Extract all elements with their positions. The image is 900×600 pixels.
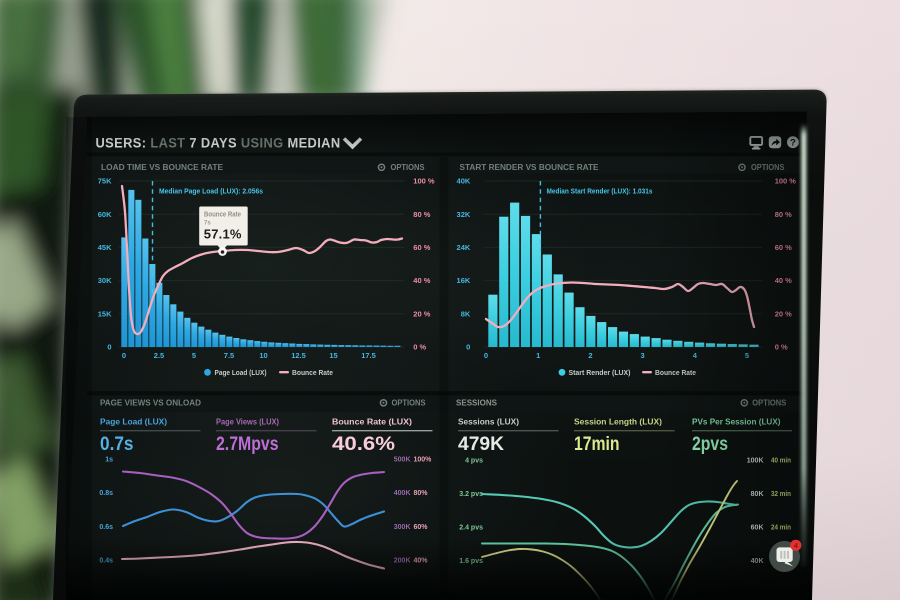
svg-text:Page Load (LUX): Page Load (LUX) [215,368,267,377]
svg-text:Bounce Rate: Bounce Rate [204,212,241,219]
svg-text:2.4 pvs: 2.4 pvs [459,524,483,531]
svg-text:32K: 32K [457,210,471,219]
svg-text:2: 2 [588,351,592,360]
svg-text:4 pvs: 4 pvs [465,458,483,465]
svg-text:0: 0 [122,351,126,360]
svg-text:SESSIONS: SESSIONS [456,399,498,408]
svg-text:LOAD TIME VS BOUNCE RATE: LOAD TIME VS BOUNCE RATE [101,163,224,172]
svg-text:24K: 24K [457,243,471,252]
svg-text:15K: 15K [98,309,112,318]
svg-text:0 %: 0 % [413,343,426,352]
svg-text:17min: 17min [574,434,620,455]
svg-text:4: 4 [794,541,799,550]
svg-text:45K: 45K [98,243,112,252]
svg-text:15: 15 [329,351,337,360]
svg-text:60K: 60K [98,210,112,219]
svg-text:0: 0 [107,343,111,352]
svg-text:60 %: 60 % [413,243,430,252]
svg-text:Start Render (LUX): Start Render (LUX) [569,368,631,377]
svg-text:Page Load (LUX): Page Load (LUX) [100,416,167,426]
svg-text:2.7Mpvs: 2.7Mpvs [216,434,279,455]
svg-text:40K: 40K [457,177,471,186]
svg-text:5: 5 [192,351,196,360]
svg-text:300K: 300K [394,524,411,531]
svg-text:20 %: 20 % [413,309,430,318]
svg-text:0.8s: 0.8s [99,490,113,497]
svg-text:30K: 30K [98,276,112,285]
svg-text:7.5: 7.5 [224,351,234,360]
svg-text:OPTIONS: OPTIONS [391,163,426,172]
svg-text:75K: 75K [98,177,112,186]
svg-text:0: 0 [466,343,470,352]
svg-text:80 %: 80 % [413,210,430,219]
svg-text:1: 1 [536,351,540,360]
svg-text:10: 10 [259,351,267,360]
svg-text:8K: 8K [461,309,471,318]
svg-text:40 %: 40 % [413,276,430,285]
svg-text:500K: 500K [394,457,411,464]
svg-text:57.1%: 57.1% [204,227,242,242]
svg-text:Bounce Rate: Bounce Rate [292,368,333,377]
svg-text:START RENDER VS BOUNCE RATE: START RENDER VS BOUNCE RATE [460,163,600,172]
svg-text:Median Page Load (LUX): 2.056s: Median Page Load (LUX): 2.056s [159,187,263,196]
svg-text:3.2 pvs: 3.2 pvs [459,491,483,498]
svg-text:479K: 479K [458,434,504,455]
svg-text:60%: 60% [414,524,429,531]
svg-text:0.6s: 0.6s [99,524,113,531]
svg-text:0.7s: 0.7s [100,434,134,455]
svg-text:Page Views (LUX): Page Views (LUX) [216,416,279,426]
svg-text:PAGE VIEWS VS ONLOAD: PAGE VIEWS VS ONLOAD [100,399,201,408]
svg-text:Bounce Rate (LUX): Bounce Rate (LUX) [332,416,412,426]
svg-text:100 %: 100 % [413,177,435,186]
svg-text:17.5: 17.5 [361,351,376,360]
svg-text:Median Start Render (LUX): 1.0: Median Start Render (LUX): 1.031s [547,187,653,196]
svg-text:100%: 100% [414,457,433,464]
svg-text:80%: 80% [414,490,429,497]
svg-text:0: 0 [484,351,488,360]
svg-text:12.5: 12.5 [291,351,306,360]
svg-text:2.5: 2.5 [154,351,164,360]
svg-text:OPTIONS: OPTIONS [392,399,427,408]
svg-text:7s: 7s [204,220,211,226]
svg-text:40.6%: 40.6% [332,434,395,455]
svg-text:1s: 1s [105,457,113,464]
svg-text:400K: 400K [394,490,411,497]
svg-text:Session Length (LUX): Session Length (LUX) [574,416,662,426]
svg-text:16K: 16K [457,276,471,285]
svg-text:Sessions (LUX): Sessions (LUX) [458,416,519,426]
svg-text:3: 3 [641,351,645,360]
